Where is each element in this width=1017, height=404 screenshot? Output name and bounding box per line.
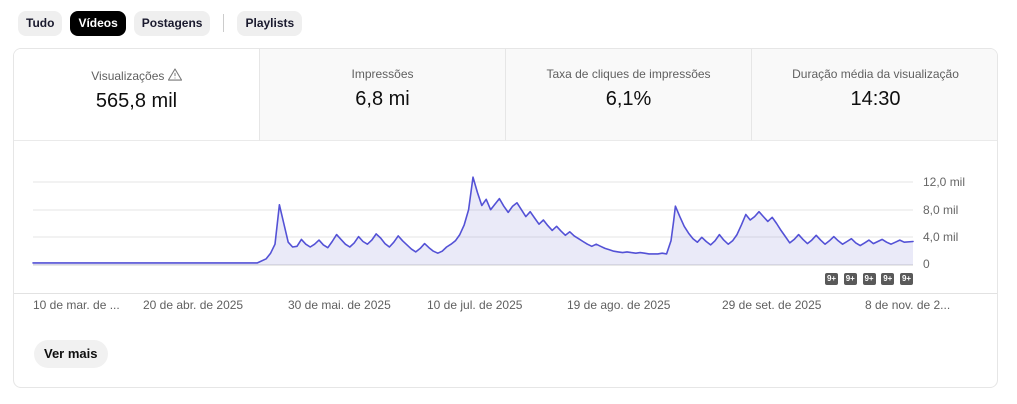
svg-text:4,0 mil: 4,0 mil [923,230,958,244]
svg-text:12,0 mil: 12,0 mil [923,175,965,189]
svg-text:8,0 mil: 8,0 mil [923,203,958,217]
svg-text:0: 0 [923,257,930,271]
